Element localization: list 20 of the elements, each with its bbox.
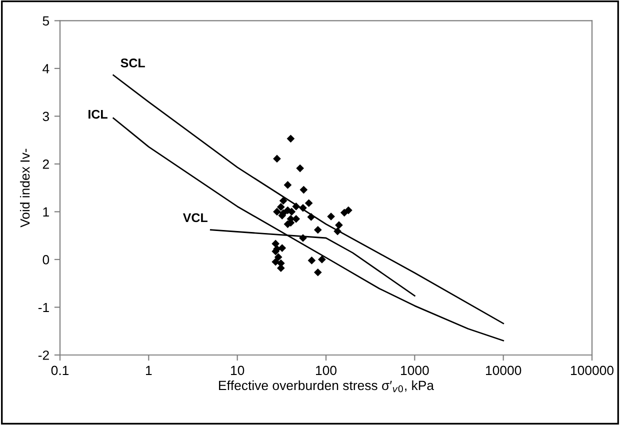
y-tick-label: 2 [42,160,49,169]
y-tick-label: -1 [38,302,49,312]
x-tick-label: 0.1 [51,366,69,376]
x-axis-title: Effective overburden stress σ′$_{v0}$, kPa [219,380,434,392]
x-tick-label: 100000 [570,366,614,376]
y-tick-label: 0 [42,255,50,264]
y-tick-label: 1 [43,207,49,217]
x-tick-label: 10 [231,366,244,376]
series-label: VCL [182,213,208,222]
y-axis-title: Void index Iv- [20,148,30,228]
y-tick-label: 5 [42,16,50,26]
x-tick-label: 10000 [486,366,522,376]
series-label: ICL [88,110,108,119]
x-tick-label: 100 [316,366,336,376]
y-tick-label: -2 [38,350,49,360]
series-label: SCL [120,58,145,68]
y-tick-label: 3 [42,112,50,122]
x-tick-label: 1000 [401,366,429,376]
x-tick-label: 1 [146,366,152,375]
y-tick-label: 4 [42,64,50,74]
